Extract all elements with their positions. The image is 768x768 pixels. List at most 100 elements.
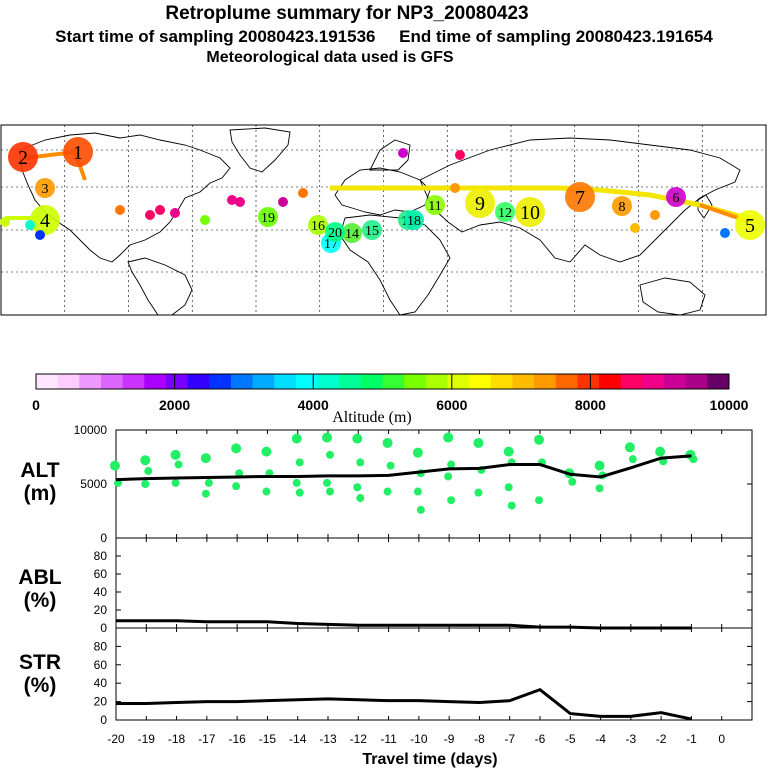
alt-scatter-point [568, 477, 577, 486]
x-tick-label: -1 [686, 732, 697, 746]
plume-marker-5 [735, 210, 765, 240]
plume-marker-1 [63, 137, 93, 167]
colorbar-swatch [339, 374, 362, 389]
alt-scatter-point [416, 505, 425, 514]
alt-scatter-point [535, 496, 543, 505]
alt-scatter-point [507, 501, 516, 510]
alt-scatter-point [628, 455, 637, 464]
colorbar-swatch [165, 374, 189, 389]
x-tick-label: -19 [138, 732, 156, 746]
alt-scatter-point [503, 446, 514, 457]
y-tick-label: 0 [100, 621, 107, 635]
colorbar-swatch [555, 374, 578, 389]
alt-scatter-point [352, 433, 363, 444]
world-map: 1234567891011121314151617181920 [0, 124, 767, 316]
alt-scatter-point [141, 480, 150, 488]
minor-plume-dot [455, 150, 465, 160]
plume-label-4: 4 [40, 210, 50, 232]
y-tick-label: 20 [94, 695, 108, 709]
x-axis-label: Travel time (days) [362, 751, 497, 768]
alt-scatter-point [231, 443, 242, 454]
plume-label-18: 18 [407, 214, 421, 229]
colorbar-tick-label: 0 [32, 397, 40, 413]
colorbar-swatch [209, 374, 232, 389]
plume-label-12: 12 [498, 206, 512, 221]
panel-ylabel-unit: (m) [24, 482, 57, 505]
plume-label-15: 15 [365, 224, 379, 239]
x-tick-label: -16 [228, 732, 246, 746]
alt-scatter-point [144, 467, 153, 476]
x-tick-label: -9 [444, 732, 455, 746]
alt-scatter-point [322, 432, 332, 443]
panel-frame [115, 627, 753, 721]
y-tick-label: 10000 [74, 423, 108, 437]
y-tick-label: 40 [94, 585, 108, 599]
alt-scatter-point [140, 455, 151, 466]
minor-plume-dot [35, 230, 45, 240]
x-tick-label: -20 [107, 732, 125, 746]
alt-scatter-point [534, 434, 544, 445]
colorbar-swatch [642, 374, 665, 389]
plume-label-7: 7 [575, 187, 585, 209]
colorbar-swatch [620, 374, 643, 389]
alt-scatter-point [504, 483, 513, 492]
plume-label-5: 5 [745, 215, 755, 237]
panel-ylabel-unit: (%) [24, 674, 57, 697]
minor-plume-dot [145, 210, 155, 220]
plume-marker-18 [404, 210, 424, 230]
colorbar-swatch [382, 374, 405, 389]
colorbar-swatch [577, 374, 600, 389]
colorbar-swatch [252, 374, 275, 389]
alt-scatter-point [386, 461, 395, 470]
alt-scatter-point [261, 446, 272, 457]
plume-marker-6 [666, 187, 686, 207]
plume-marker-4 [30, 205, 60, 235]
colorbar-swatch [360, 374, 383, 389]
colorbar-swatch [599, 374, 622, 389]
alt-scatter-point [201, 489, 210, 498]
y-tick-label: 0 [100, 713, 107, 727]
plume-label-14: 14 [345, 227, 359, 242]
colorbar-swatch [404, 374, 427, 389]
coastlines [19, 127, 741, 316]
plume-label-6: 6 [673, 191, 680, 206]
plume-marker-3 [35, 178, 55, 198]
colorbar-tick-label: 4000 [298, 397, 329, 413]
plume-marker-15 [362, 220, 382, 240]
alt-scatter-point [295, 488, 304, 497]
plume-marker-11 [425, 195, 445, 215]
x-tick-label: -7 [504, 732, 515, 746]
minor-plume-dot [200, 215, 210, 225]
colorbar-swatch [512, 374, 535, 389]
colorbar-swatch [490, 374, 513, 389]
x-tick-label: -4 [595, 732, 606, 746]
plume-label-20: 20 [328, 226, 342, 241]
colorbar-tick-label: 10000 [710, 397, 749, 413]
plume-marker-7 [565, 182, 595, 212]
series-line [116, 619, 692, 630]
x-tick-label: -10 [410, 732, 428, 746]
alt-scatter-point [413, 487, 422, 496]
x-tick-label: -8 [474, 732, 485, 746]
alt-scatter-point [655, 446, 666, 457]
series-line [116, 687, 692, 721]
colorbar-swatch [317, 374, 340, 389]
panel-str: STR(%) 0 20 40 60 80 [19, 627, 753, 727]
alt-scatter-point [594, 460, 605, 471]
colorbar-swatch [122, 374, 145, 389]
colorbar-swatch [100, 374, 124, 389]
alt-scatter-point [353, 483, 362, 492]
panel-ylabel: ABL [18, 566, 61, 589]
minor-plume-dot [235, 197, 245, 207]
alt-scatter-point [624, 442, 635, 453]
alt-scatter-point [171, 478, 180, 487]
alt-scatter-point [295, 458, 304, 467]
minor-plume-dot [170, 208, 180, 218]
plume-label-9: 9 [475, 193, 485, 215]
minor-plume-dot [0, 217, 10, 227]
plume-label-16: 16 [311, 219, 325, 234]
alt-scatter-point [292, 478, 301, 487]
plume-marker-12 [495, 202, 515, 222]
plume-marker-9 [465, 188, 495, 218]
colorbar-swatch [469, 374, 492, 389]
